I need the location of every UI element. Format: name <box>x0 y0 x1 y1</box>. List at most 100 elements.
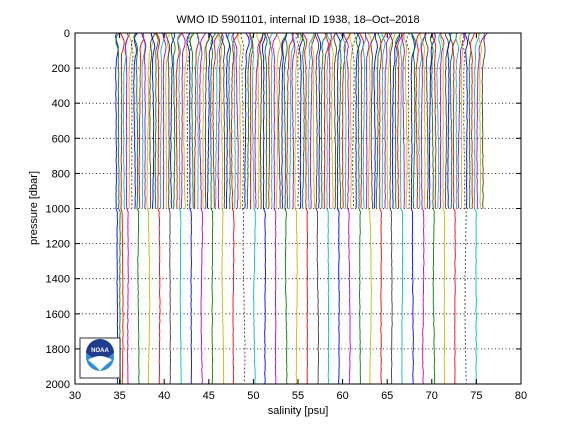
profile-line <box>165 32 172 385</box>
profile-line <box>221 32 226 209</box>
logo-upper-half <box>86 339 114 366</box>
profile-line <box>388 32 394 385</box>
profile-line <box>307 32 315 209</box>
profile-line <box>328 32 332 209</box>
profile-line <box>286 32 294 209</box>
y-tick-label: 800 <box>52 168 70 180</box>
profile-line <box>159 32 165 209</box>
profile-line <box>314 32 320 385</box>
profile-line <box>386 32 395 209</box>
profile-line <box>231 32 239 385</box>
profile-line <box>141 32 146 209</box>
y-tick-label: 600 <box>52 133 70 145</box>
profile-line <box>439 32 445 209</box>
x-tick-label: 30 <box>69 390 81 402</box>
y-tick-label: 200 <box>52 63 70 75</box>
profile-line <box>165 32 171 209</box>
profile-line <box>436 32 442 209</box>
profile-line <box>355 32 361 209</box>
y-tick-label: 400 <box>52 98 70 110</box>
profile-line <box>362 32 367 209</box>
profile-line <box>278 32 288 209</box>
profile-line <box>266 32 272 209</box>
profile-line <box>162 32 167 209</box>
profile-line <box>295 32 300 209</box>
profile-line <box>199 32 206 385</box>
profile-line <box>424 32 429 209</box>
profile-line <box>340 32 347 209</box>
profile-line <box>449 32 454 209</box>
profile-line <box>469 32 476 209</box>
profile-line <box>429 32 436 384</box>
profile-line <box>320 32 328 209</box>
profile-line <box>397 32 403 209</box>
profile-line <box>291 32 296 209</box>
x-tick-label: 80 <box>515 390 527 402</box>
profile-line <box>237 32 242 209</box>
profile-line <box>177 32 182 385</box>
profile-line <box>432 32 437 209</box>
profile-line <box>244 32 250 209</box>
profile-line <box>370 32 376 209</box>
profile-line <box>415 32 421 209</box>
profile-line <box>411 32 417 209</box>
profile-line <box>326 32 332 385</box>
y-tick-label: 2000 <box>46 379 70 391</box>
profile-line <box>115 32 119 385</box>
profile-line <box>343 32 351 385</box>
profile-line <box>323 32 329 209</box>
profile-line <box>212 32 220 209</box>
profile-line <box>256 32 261 209</box>
x-tick-label: 70 <box>426 390 438 402</box>
profile-line <box>227 32 232 209</box>
profile-line <box>420 32 426 385</box>
y-axis-title: pressure [dbar] <box>28 171 40 245</box>
profile-line <box>250 32 256 385</box>
profile-line <box>367 32 372 385</box>
profile-line <box>316 32 322 209</box>
profile-line <box>410 32 416 384</box>
profile-line <box>399 33 405 385</box>
profile-line <box>240 33 246 384</box>
profile-line <box>225 32 230 209</box>
profile-line <box>124 32 129 385</box>
profile-line <box>130 32 137 209</box>
profile-line <box>405 32 411 209</box>
profile-line <box>214 32 222 209</box>
profile-line <box>311 32 316 209</box>
x-tick-label: 60 <box>336 390 348 402</box>
profile-line <box>474 33 480 385</box>
profile-line <box>358 32 365 209</box>
profile-line <box>262 32 268 209</box>
x-axis-title: salinity [psu] <box>268 405 329 417</box>
profile-line <box>428 32 436 209</box>
profile-line <box>302 32 309 385</box>
x-tick-label: 65 <box>381 390 393 402</box>
axis-ticks: 30 35 40 45 50 55 60 65 70 75 80020040060080010001… <box>46 28 528 402</box>
profile-line <box>133 32 138 209</box>
profile-line <box>457 32 465 209</box>
profile-line <box>189 32 195 209</box>
profile-line <box>249 32 254 209</box>
profile-line <box>355 32 361 385</box>
profile-line <box>335 32 341 385</box>
profile-line <box>299 32 304 209</box>
y-tick-label: 1800 <box>46 344 70 356</box>
y-tick-label: 1000 <box>46 204 70 216</box>
y-tick-label: 1400 <box>46 274 70 286</box>
profile-line <box>175 32 183 209</box>
profile-line <box>447 32 452 209</box>
profile-line <box>122 32 131 209</box>
profile-line <box>309 32 316 209</box>
profile-line <box>381 32 386 209</box>
profile-line <box>444 32 450 209</box>
profile-line <box>338 32 345 209</box>
profile-line <box>289 32 295 209</box>
y-tick-label: 1600 <box>46 309 70 321</box>
profile-lines <box>115 32 488 385</box>
profile-line <box>419 32 426 209</box>
profile-line <box>351 32 356 209</box>
x-tick-label: 50 <box>247 390 259 402</box>
profile-line <box>183 32 193 209</box>
